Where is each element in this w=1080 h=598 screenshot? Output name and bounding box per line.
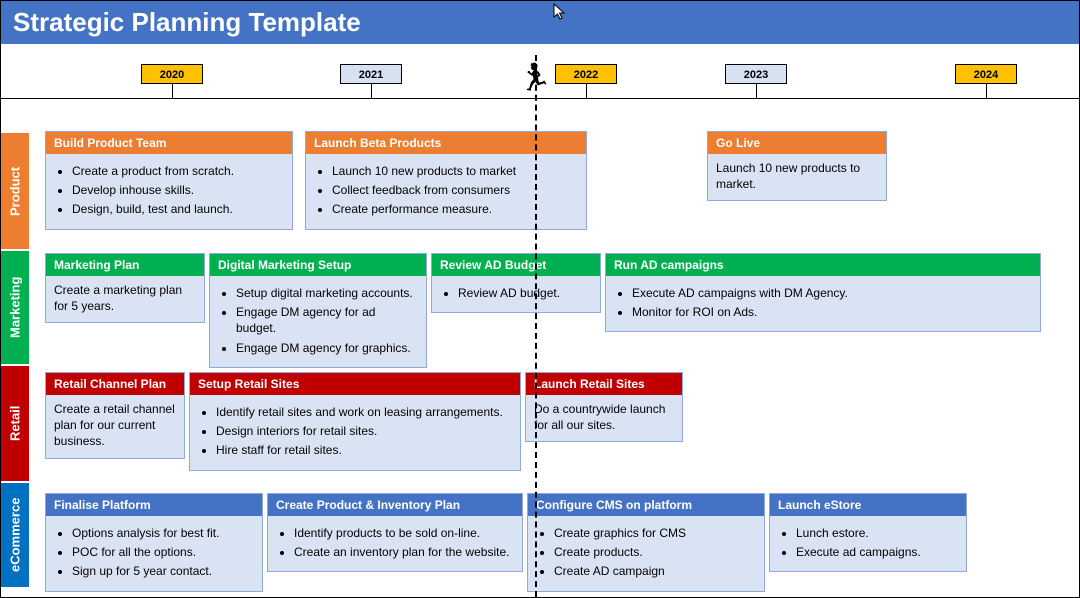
card-item: Collect feedback from consumers xyxy=(332,182,578,198)
card-item: Monitor for ROI on Ads. xyxy=(632,304,1032,320)
card-header: Digital Marketing Setup xyxy=(210,254,426,276)
lane-label-marketing: Marketing xyxy=(1,249,29,364)
lane-label-product: Product xyxy=(1,131,29,249)
lane-marketing: Marketing Plan Create a marketing plan fo… xyxy=(45,253,1073,368)
card-body: Launch 10 new products to market Collect … xyxy=(306,154,586,229)
card-item: Launch 10 new products to market xyxy=(332,163,578,179)
card-body: Create a marketing plan for 5 years. xyxy=(46,276,204,322)
card: Go Live Launch 10 new products to market. xyxy=(707,131,887,201)
card: Digital Marketing SetupSetup digital mar… xyxy=(209,253,427,368)
lane-retail: Retail Channel Plan Create a retail chann… xyxy=(45,372,1073,489)
card-item: Develop inhouse skills. xyxy=(72,182,284,198)
card-item: Create graphics for CMS xyxy=(554,525,756,541)
card-header: Launch Retail Sites xyxy=(526,373,682,395)
card-item: Options analysis for best fit. xyxy=(72,525,254,541)
card-body: Create a retail channel plan for our cur… xyxy=(46,395,184,458)
card: Retail Channel Plan Create a retail chann… xyxy=(45,372,185,459)
year-tick xyxy=(986,84,987,98)
card-body: Execute AD campaigns with DM Agency. Moni… xyxy=(606,276,1040,331)
card: Launch eStore Lunch estore. Execute ad cam… xyxy=(769,493,967,572)
card-header: Launch eStore xyxy=(770,494,966,516)
card-item: Create a product from scratch. xyxy=(72,163,284,179)
card-text: Do a countrywide launch for all our site… xyxy=(534,401,674,433)
card-item: Engage DM agency for ad budget. xyxy=(236,304,418,336)
card-body: Lunch estore. Execute ad campaigns. xyxy=(770,516,966,571)
card-item: Sign up for 5 year contact. xyxy=(72,563,254,579)
card-text: Create a retail channel plan for our cur… xyxy=(54,401,176,450)
lane-labels: ProductMarketingRetaileCommerce xyxy=(1,101,29,597)
card-item: Identify retail sites and work on leasin… xyxy=(216,404,512,420)
card: Finalise PlatformOptions analysis for be… xyxy=(45,493,263,592)
card: Review AD Budget Review AD budget. xyxy=(431,253,601,313)
year-2020: 2020 xyxy=(141,64,203,84)
card-body: Launch 10 new products to market. xyxy=(708,154,886,200)
card-header: Finalise Platform xyxy=(46,494,262,516)
card-header: Create Product & Inventory Plan xyxy=(268,494,522,516)
page-title: Strategic Planning Template xyxy=(1,1,1079,44)
card-header: Go Live xyxy=(708,132,886,154)
swimlanes: ProductMarketingRetaileCommerce Build Pr… xyxy=(1,101,1079,597)
year-tick xyxy=(172,84,173,98)
card-item: Design, build, test and launch. xyxy=(72,201,284,217)
card-header: Configure CMS on platform xyxy=(528,494,764,516)
lane-label-retail: Retail xyxy=(1,364,29,481)
card-item: Execute ad campaigns. xyxy=(796,544,958,560)
card-item: Engage DM agency for graphics. xyxy=(236,340,418,356)
year-tick xyxy=(756,84,757,98)
year-2024: 2024 xyxy=(955,64,1017,84)
card-item: Create performance measure. xyxy=(332,201,578,217)
template-frame: Strategic Planning Template 2020 2021 2022… xyxy=(0,0,1080,598)
card-text: Launch 10 new products to market. xyxy=(716,160,878,192)
card-body: Identify retail sites and work on leasin… xyxy=(190,395,520,470)
year-2023: 2023 xyxy=(725,64,787,84)
card-body: Create graphics for CMS Create products. C… xyxy=(528,516,764,591)
year-2021: 2021 xyxy=(340,64,402,84)
card-item: Setup digital marketing accounts. xyxy=(236,285,418,301)
timeline: 20202021202220232024🏃 xyxy=(1,44,1079,99)
card: Launch Retail Sites Do a countrywide laun… xyxy=(525,372,683,442)
card-item: Create an inventory plan for the website… xyxy=(294,544,514,560)
card-header: Marketing Plan xyxy=(46,254,204,276)
card-header: Build Product Team xyxy=(46,132,292,154)
card: Configure CMS on platformCreate graphics… xyxy=(527,493,765,592)
card-item: Create products. xyxy=(554,544,756,560)
card: Run AD campaignsExecute AD campaigns wit… xyxy=(605,253,1041,332)
card-header: Setup Retail Sites xyxy=(190,373,520,395)
lane-label-ecommerce: eCommerce xyxy=(1,481,29,587)
card-header: Retail Channel Plan xyxy=(46,373,184,395)
card-item: Execute AD campaigns with DM Agency. xyxy=(632,285,1032,301)
lane-product: Build Product TeamCreate a product from … xyxy=(45,131,1073,249)
card: Setup Retail Sites Identify retail sites … xyxy=(189,372,521,471)
card-item: Review AD budget. xyxy=(458,285,592,301)
card-item: Design interiors for retail sites. xyxy=(216,423,512,439)
card-header: Review AD Budget xyxy=(432,254,600,276)
card: Build Product TeamCreate a product from … xyxy=(45,131,293,230)
card-item: POC for all the options. xyxy=(72,544,254,560)
card: Launch Beta ProductsLaunch 10 new produc… xyxy=(305,131,587,230)
card-text: Create a marketing plan for 5 years. xyxy=(54,282,196,314)
year-2022: 2022 xyxy=(555,64,617,84)
card-body: Create a product from scratch. Develop in… xyxy=(46,154,292,229)
card-header: Run AD campaigns xyxy=(606,254,1040,276)
lane-ecommerce: Finalise PlatformOptions analysis for be… xyxy=(45,493,1073,598)
card-body: Do a countrywide launch for all our site… xyxy=(526,395,682,441)
card-body: Options analysis for best fit. POC for al… xyxy=(46,516,262,591)
card: Marketing Plan Create a marketing plan fo… xyxy=(45,253,205,323)
card-body: Identify products to be sold on-line. Cre… xyxy=(268,516,522,571)
card-body: Setup digital marketing accounts. Engage … xyxy=(210,276,426,367)
card-item: Hire staff for retail sites. xyxy=(216,442,512,458)
lane-content: Build Product TeamCreate a product from … xyxy=(29,101,1079,597)
card-item: Create AD campaign xyxy=(554,563,756,579)
card-item: Lunch estore. xyxy=(796,525,958,541)
card-header: Launch Beta Products xyxy=(306,132,586,154)
now-line xyxy=(535,55,537,597)
card-body: Review AD budget. xyxy=(432,276,600,312)
card-item: Identify products to be sold on-line. xyxy=(294,525,514,541)
year-tick xyxy=(371,84,372,98)
year-tick xyxy=(586,84,587,98)
card: Create Product & Inventory PlanIdentify … xyxy=(267,493,523,572)
